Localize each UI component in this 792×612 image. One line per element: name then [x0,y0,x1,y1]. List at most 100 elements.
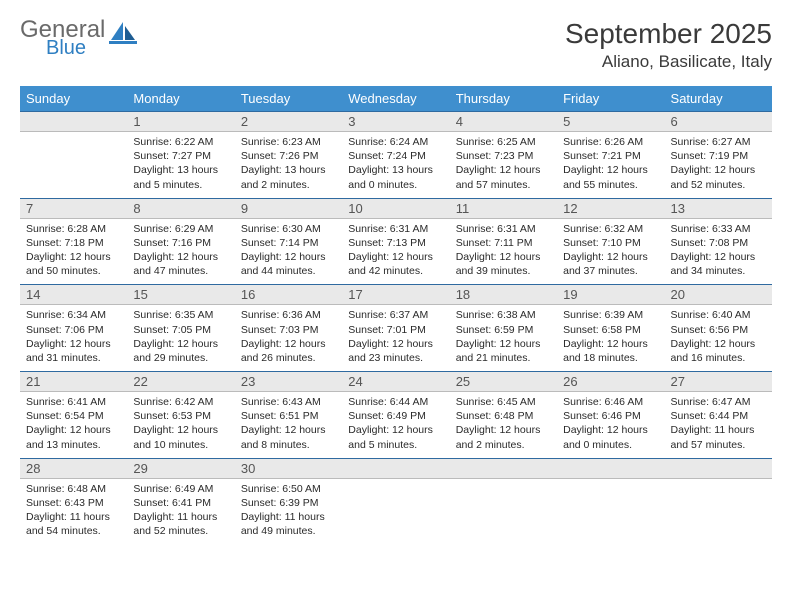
day-cell: 1Sunrise: 6:22 AMSunset: 7:27 PMDaylight… [127,112,234,199]
day-number: 26 [557,372,664,392]
week-row: 21Sunrise: 6:41 AMSunset: 6:54 PMDayligh… [20,372,772,459]
day-details: Sunrise: 6:43 AMSunset: 6:51 PMDaylight:… [235,392,342,458]
day-body [557,479,664,529]
day-cell: 5Sunrise: 6:26 AMSunset: 7:21 PMDaylight… [557,112,664,199]
day-number: 3 [342,112,449,132]
day-cell: 30Sunrise: 6:50 AMSunset: 6:39 PMDayligh… [235,458,342,544]
day-details: Sunrise: 6:31 AMSunset: 7:13 PMDaylight:… [342,219,449,285]
day-number: 29 [127,459,234,479]
day-details: Sunrise: 6:50 AMSunset: 6:39 PMDaylight:… [235,479,342,545]
day-cell: 14Sunrise: 6:34 AMSunset: 7:06 PMDayligh… [20,285,127,372]
day-number: 21 [20,372,127,392]
day-cell: 12Sunrise: 6:32 AMSunset: 7:10 PMDayligh… [557,198,664,285]
day-number: 15 [127,285,234,305]
day-header: Sunday [20,86,127,112]
day-details: Sunrise: 6:29 AMSunset: 7:16 PMDaylight:… [127,219,234,285]
day-cell: 24Sunrise: 6:44 AMSunset: 6:49 PMDayligh… [342,372,449,459]
day-details: Sunrise: 6:48 AMSunset: 6:43 PMDaylight:… [20,479,127,545]
day-number: 25 [450,372,557,392]
day-details: Sunrise: 6:41 AMSunset: 6:54 PMDaylight:… [20,392,127,458]
day-details: Sunrise: 6:24 AMSunset: 7:24 PMDaylight:… [342,132,449,198]
day-number-bar [342,459,449,479]
day-cell: 28Sunrise: 6:48 AMSunset: 6:43 PMDayligh… [20,458,127,544]
day-number: 27 [665,372,772,392]
day-number: 23 [235,372,342,392]
day-number: 11 [450,199,557,219]
day-number: 18 [450,285,557,305]
day-cell: 2Sunrise: 6:23 AMSunset: 7:26 PMDaylight… [235,112,342,199]
day-details: Sunrise: 6:32 AMSunset: 7:10 PMDaylight:… [557,219,664,285]
day-number: 20 [665,285,772,305]
day-cell: 7Sunrise: 6:28 AMSunset: 7:18 PMDaylight… [20,198,127,285]
day-number: 17 [342,285,449,305]
day-number: 7 [20,199,127,219]
day-header: Saturday [665,86,772,112]
day-cell: 17Sunrise: 6:37 AMSunset: 7:01 PMDayligh… [342,285,449,372]
day-number: 2 [235,112,342,132]
day-details: Sunrise: 6:45 AMSunset: 6:48 PMDaylight:… [450,392,557,458]
week-row: 14Sunrise: 6:34 AMSunset: 7:06 PMDayligh… [20,285,772,372]
day-number: 19 [557,285,664,305]
day-number-bar [665,459,772,479]
day-details: Sunrise: 6:49 AMSunset: 6:41 PMDaylight:… [127,479,234,545]
day-number: 1 [127,112,234,132]
day-body [342,479,449,529]
day-number: 9 [235,199,342,219]
day-cell: 9Sunrise: 6:30 AMSunset: 7:14 PMDaylight… [235,198,342,285]
day-cell: 8Sunrise: 6:29 AMSunset: 7:16 PMDaylight… [127,198,234,285]
day-number: 24 [342,372,449,392]
day-cell: 13Sunrise: 6:33 AMSunset: 7:08 PMDayligh… [665,198,772,285]
calendar-header-row: SundayMondayTuesdayWednesdayThursdayFrid… [20,86,772,112]
day-details: Sunrise: 6:38 AMSunset: 6:59 PMDaylight:… [450,305,557,371]
day-number-bar [557,459,664,479]
day-details: Sunrise: 6:31 AMSunset: 7:11 PMDaylight:… [450,219,557,285]
day-details: Sunrise: 6:44 AMSunset: 6:49 PMDaylight:… [342,392,449,458]
day-cell: 25Sunrise: 6:45 AMSunset: 6:48 PMDayligh… [450,372,557,459]
day-number: 16 [235,285,342,305]
day-details: Sunrise: 6:34 AMSunset: 7:06 PMDaylight:… [20,305,127,371]
day-cell: 20Sunrise: 6:40 AMSunset: 6:56 PMDayligh… [665,285,772,372]
header: General Blue September 2025 Aliano, Basi… [20,18,772,72]
day-details: Sunrise: 6:26 AMSunset: 7:21 PMDaylight:… [557,132,664,198]
day-number: 14 [20,285,127,305]
day-cell: 27Sunrise: 6:47 AMSunset: 6:44 PMDayligh… [665,372,772,459]
day-details: Sunrise: 6:39 AMSunset: 6:58 PMDaylight:… [557,305,664,371]
location: Aliano, Basilicate, Italy [565,52,772,72]
day-number: 4 [450,112,557,132]
day-number: 6 [665,112,772,132]
day-number: 12 [557,199,664,219]
day-cell [20,112,127,199]
day-number: 8 [127,199,234,219]
week-row: 7Sunrise: 6:28 AMSunset: 7:18 PMDaylight… [20,198,772,285]
day-details: Sunrise: 6:42 AMSunset: 6:53 PMDaylight:… [127,392,234,458]
day-header: Wednesday [342,86,449,112]
day-cell: 26Sunrise: 6:46 AMSunset: 6:46 PMDayligh… [557,372,664,459]
day-header: Monday [127,86,234,112]
day-cell: 19Sunrise: 6:39 AMSunset: 6:58 PMDayligh… [557,285,664,372]
day-cell [665,458,772,544]
day-details: Sunrise: 6:47 AMSunset: 6:44 PMDaylight:… [665,392,772,458]
day-cell: 15Sunrise: 6:35 AMSunset: 7:05 PMDayligh… [127,285,234,372]
day-number: 5 [557,112,664,132]
day-body [450,479,557,529]
day-header: Friday [557,86,664,112]
day-cell: 11Sunrise: 6:31 AMSunset: 7:11 PMDayligh… [450,198,557,285]
day-cell: 16Sunrise: 6:36 AMSunset: 7:03 PMDayligh… [235,285,342,372]
calendar-table: SundayMondayTuesdayWednesdayThursdayFrid… [20,86,772,544]
day-cell: 23Sunrise: 6:43 AMSunset: 6:51 PMDayligh… [235,372,342,459]
day-header: Thursday [450,86,557,112]
title-block: September 2025 Aliano, Basilicate, Italy [565,18,772,72]
day-header: Tuesday [235,86,342,112]
week-row: 28Sunrise: 6:48 AMSunset: 6:43 PMDayligh… [20,458,772,544]
day-number-bar [450,459,557,479]
day-details: Sunrise: 6:40 AMSunset: 6:56 PMDaylight:… [665,305,772,371]
day-cell [450,458,557,544]
day-number: 13 [665,199,772,219]
day-cell [557,458,664,544]
day-cell: 21Sunrise: 6:41 AMSunset: 6:54 PMDayligh… [20,372,127,459]
day-body [665,479,772,529]
day-details: Sunrise: 6:36 AMSunset: 7:03 PMDaylight:… [235,305,342,371]
day-details: Sunrise: 6:23 AMSunset: 7:26 PMDaylight:… [235,132,342,198]
day-cell: 10Sunrise: 6:31 AMSunset: 7:13 PMDayligh… [342,198,449,285]
month-title: September 2025 [565,18,772,50]
